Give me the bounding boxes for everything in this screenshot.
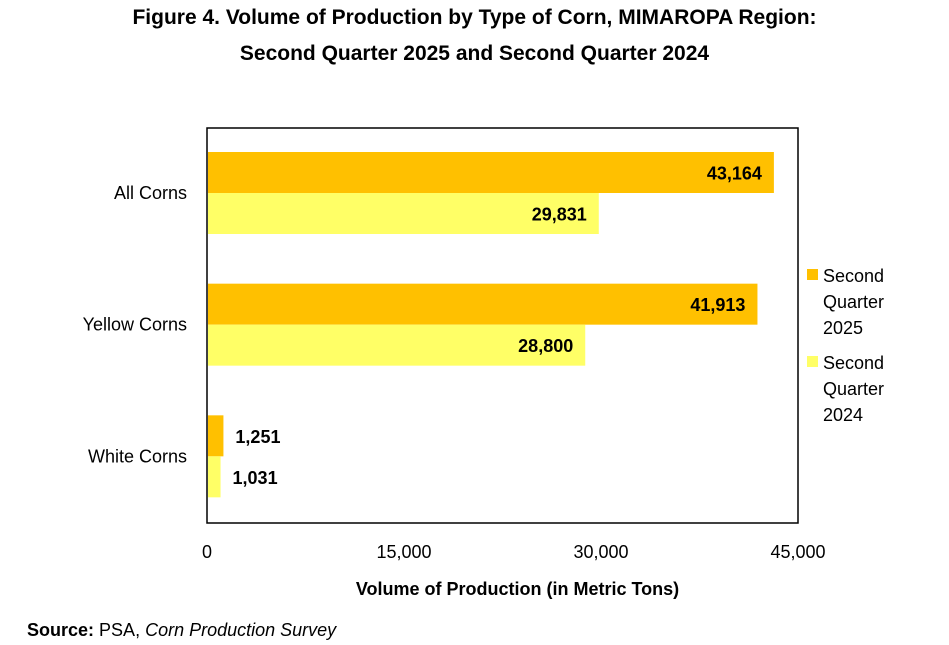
bar: [208, 283, 758, 325]
source-label: Source:: [27, 620, 95, 640]
source-survey: Corn Production Survey: [145, 620, 337, 640]
x-tick-label: 15,000: [376, 542, 431, 562]
bar: [208, 456, 221, 498]
bar: [208, 324, 586, 366]
bar: [208, 415, 224, 457]
data-label: 29,831: [532, 205, 587, 225]
legend-label: Quarter: [823, 379, 884, 399]
bar: [208, 152, 774, 193]
legend-label: Second: [823, 353, 884, 373]
data-label: 43,164: [707, 164, 762, 184]
legend-swatch: [807, 269, 818, 280]
data-label: 41,913: [690, 295, 745, 315]
legend-label: 2025: [823, 318, 863, 338]
legend-label: Quarter: [823, 292, 884, 312]
data-label: 1,251: [235, 427, 280, 447]
source-note: Source: PSA, Corn Production Survey: [27, 620, 336, 641]
chart-title-line1: Figure 4. Volume of Production by Type o…: [132, 6, 817, 29]
x-tick-label: 0: [202, 542, 212, 562]
plot-area-frame: [206, 127, 799, 524]
data-label: 1,031: [233, 468, 278, 488]
legend-label: 2024: [823, 405, 863, 425]
data-label: 28,800: [518, 336, 573, 356]
source-agency: PSA,: [99, 620, 141, 640]
category-label: White Corns: [88, 446, 187, 466]
chart-title-line2: Second Quarter 2025 and Second Quarter 2…: [239, 42, 710, 65]
x-tick-label: 45,000: [770, 542, 825, 562]
bar: [208, 193, 599, 234]
legend-swatch: [807, 356, 818, 367]
category-label: Yellow Corns: [83, 315, 187, 335]
category-label: All Corns: [114, 183, 187, 203]
x-axis-title: Volume of Production (in Metric Tons): [356, 579, 679, 599]
x-tick-label: 30,000: [573, 542, 628, 562]
legend-label: Second: [823, 266, 884, 286]
